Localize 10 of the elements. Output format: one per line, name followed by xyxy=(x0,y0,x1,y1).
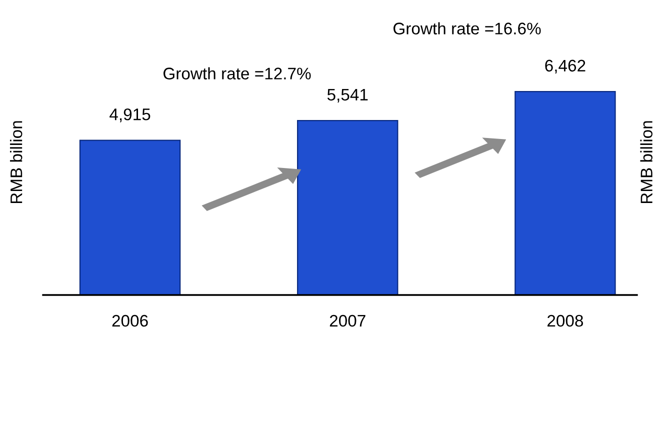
x-tick-label: 2006 xyxy=(112,314,148,327)
data-label: 4,915 xyxy=(110,108,150,122)
text: Growth rate =12.7% xyxy=(163,67,311,80)
text: RMB billion xyxy=(640,121,652,204)
data-label: 5,541 xyxy=(327,88,368,103)
y-axis-title: RMB billion xyxy=(10,121,22,204)
x-tick-label: 2007 xyxy=(330,314,366,327)
x-tick-label: 2008 xyxy=(548,314,584,327)
data-label: 6,462 xyxy=(545,60,586,74)
text: Growth rate =16.6% xyxy=(393,22,541,34)
